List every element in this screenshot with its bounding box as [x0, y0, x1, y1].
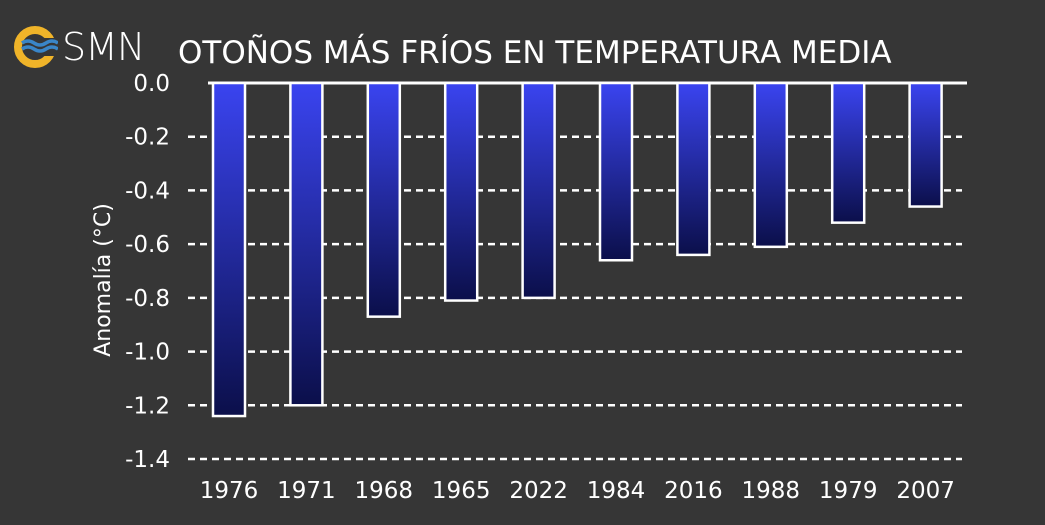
- bar-2016: [676, 81, 711, 257]
- x-tick-label: 1979: [819, 478, 878, 504]
- x-tick-label: 2016: [664, 478, 723, 504]
- x-tick-label: 1968: [355, 478, 414, 504]
- y-tick-label: -1.4: [125, 447, 170, 473]
- x-tick-label: 1976: [200, 478, 259, 504]
- bar-1976: [211, 81, 247, 418]
- y-tick-label: -1.0: [125, 340, 170, 366]
- y-tick-label: -0.6: [125, 232, 170, 258]
- x-tick-label: 1988: [742, 478, 801, 504]
- y-tick-label: 0.0: [133, 71, 170, 97]
- bar-1965: [443, 81, 479, 302]
- bar-1971: [289, 81, 324, 407]
- bars: [211, 81, 943, 418]
- smn-logo: SMN: [12, 24, 145, 70]
- bar-1968: [366, 81, 402, 318]
- x-tick-label: 1971: [277, 478, 336, 504]
- bar-2007: [908, 81, 943, 208]
- x-axis-ticks: 1976 1971 1968 1965 2022 1984 2016 1988 1979 2007: [200, 478, 955, 504]
- x-tick-label: 1965: [432, 478, 491, 504]
- y-tick-label: -0.8: [125, 286, 170, 312]
- bar-1984: [598, 81, 634, 262]
- bar-1979: [830, 81, 866, 224]
- x-tick-label: 2022: [509, 478, 568, 504]
- logo-text: SMN: [62, 25, 145, 69]
- y-tick-label: -0.2: [125, 125, 170, 151]
- y-tick-label: -1.2: [125, 393, 170, 419]
- x-tick-label: 2007: [896, 478, 955, 504]
- bar-2022: [521, 81, 556, 300]
- y-tick-label: -0.4: [125, 178, 170, 204]
- y-axis-ticks: 0.0 -0.2 -0.4 -0.6 -0.8 -1.0 -1.2 -1.4: [125, 71, 170, 473]
- bar-1988: [753, 81, 789, 249]
- smn-wave-icon: [14, 26, 58, 68]
- x-tick-label: 1984: [587, 478, 646, 504]
- y-axis-label: Anomalía (°C): [91, 203, 116, 357]
- chart-title: OTOÑOS MÁS FRÍOS EN TEMPERATURA MEDIA: [178, 35, 892, 71]
